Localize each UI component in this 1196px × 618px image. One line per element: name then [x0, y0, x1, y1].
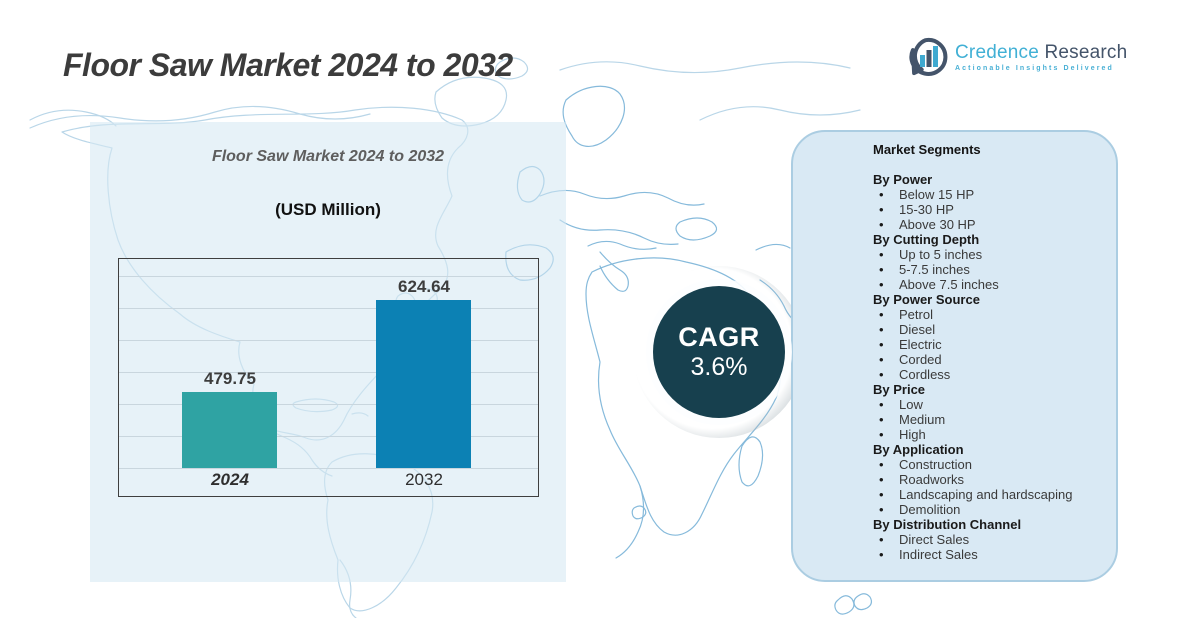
gridline — [119, 436, 538, 437]
market-segments-content: Market Segments By Power • Below 15 HP • 15-… — [873, 142, 1111, 562]
gridline — [119, 468, 538, 469]
bullet-icon: • — [879, 547, 884, 562]
logo-tagline: Actionable Insights Delivered — [955, 65, 1114, 72]
segment-item: • Petrol — [873, 307, 1111, 322]
segment-group-title: By Power — [873, 172, 933, 187]
bullet-icon: • — [879, 337, 884, 352]
logo-name-primary: Credence — [955, 42, 1039, 63]
segment-item: • Above 30 HP — [873, 217, 1111, 232]
segment-item: • Below 15 HP — [873, 187, 1111, 202]
segment-item: • Construction — [873, 457, 1111, 472]
credence-research-logo: Credence Research Actionable Insights De… — [908, 37, 1127, 77]
bullet-icon: • — [879, 277, 884, 292]
bar-2032 — [376, 300, 471, 468]
bullet-icon: • — [879, 187, 884, 202]
bullet-icon: • — [879, 457, 884, 472]
cagr-badge: CAGR 3.6% — [653, 286, 785, 418]
bullet-icon: • — [879, 532, 884, 547]
segment-item: • Direct Sales — [873, 532, 1111, 547]
segment-item-label: Electric — [899, 337, 942, 352]
bullet-icon: • — [879, 487, 884, 502]
segment-item-label: Medium — [899, 412, 946, 427]
segment-item: • Corded — [873, 352, 1111, 367]
cagr-value: 3.6% — [690, 353, 748, 381]
bullet-icon: • — [879, 307, 884, 322]
bullet-icon: • — [879, 427, 884, 442]
segment-item: • High — [873, 427, 1111, 442]
gridline — [119, 372, 538, 373]
segment-item: • Demolition — [873, 502, 1111, 517]
segment-item: • Roadworks — [873, 472, 1111, 487]
bullet-icon: • — [879, 412, 884, 427]
logo-bar-chart-icon — [909, 37, 948, 76]
cagr-label: CAGR — [678, 322, 760, 352]
segment-item: • Above 7.5 inches — [873, 277, 1111, 292]
segment-group-title: By Application — [873, 442, 964, 457]
chart-units-label: (USD Million) — [275, 200, 381, 219]
bullet-icon: • — [879, 352, 884, 367]
segment-group-title: By Price — [873, 382, 926, 397]
chart-panel-background — [90, 122, 566, 582]
segment-item: • Landscaping and hardscaping — [873, 487, 1111, 502]
segment-item-label: High — [899, 427, 926, 442]
segment-item-label: Direct Sales — [899, 532, 970, 547]
segment-item: • Medium — [873, 412, 1111, 427]
bullet-icon: • — [879, 367, 884, 382]
bar-value-2024: 479.75 — [204, 369, 256, 388]
segment-item: • Low — [873, 397, 1111, 412]
segment-item: • Up to 5 inches — [873, 247, 1111, 262]
bullet-icon: • — [879, 397, 884, 412]
segment-group-title: By Power Source — [873, 292, 980, 307]
bullet-icon: • — [879, 217, 884, 232]
segment-item-label: Diesel — [899, 322, 936, 337]
segment-item-label: Above 30 HP — [899, 217, 976, 232]
segment-group-title: By Cutting Depth — [873, 232, 980, 247]
segment-item-label: Demolition — [899, 502, 961, 517]
x-axis-label-2032: 2032 — [405, 470, 443, 489]
segment-item-label: Low — [899, 397, 923, 412]
segment-item-label: Landscaping and hardscaping — [899, 487, 1073, 502]
segment-item-label: Petrol — [899, 307, 933, 322]
segment-item-label: Construction — [899, 457, 972, 472]
segment-item-label: Above 7.5 inches — [899, 277, 999, 292]
segment-item-label: Up to 5 inches — [899, 247, 983, 262]
bar-value-2032: 624.64 — [398, 277, 450, 296]
segment-item-label: Corded — [899, 352, 942, 367]
gridline — [119, 340, 538, 341]
segment-item: • Indirect Sales — [873, 547, 1111, 562]
bullet-icon: • — [879, 247, 884, 262]
x-axis-label-2024: 2024 — [211, 470, 249, 489]
gridline — [119, 308, 538, 309]
logo-name-secondary: Research — [1044, 42, 1128, 63]
segment-item: • Cordless — [873, 367, 1111, 382]
segment-item-label: Below 15 HP — [899, 187, 975, 202]
bullet-icon: • — [879, 502, 884, 517]
segment-item-label: 5-7.5 inches — [899, 262, 970, 277]
bullet-icon: • — [879, 472, 884, 487]
segment-item: • 5-7.5 inches — [873, 262, 1111, 277]
segment-group-title: By Distribution Channel — [873, 517, 1022, 532]
bullet-icon: • — [879, 262, 884, 277]
chart-title: Floor Saw Market 2024 to 2032 — [211, 148, 445, 165]
bar-chart: 479.75 624.64 2024 2032 — [118, 258, 539, 497]
bullet-icon: • — [879, 202, 884, 217]
market-segments-panel: Market Segments By Power • Below 15 HP • 15-… — [791, 130, 1118, 582]
market-segments-title: Market Segments — [873, 142, 981, 157]
segment-item: • Diesel — [873, 322, 1111, 337]
segment-item: • 15-30 HP — [873, 202, 1111, 217]
logo-name: Credence Research — [955, 42, 1127, 63]
gridline — [119, 276, 538, 277]
segment-item-label: Cordless — [899, 367, 951, 382]
segment-item: • Electric — [873, 337, 1111, 352]
gridline — [119, 404, 538, 405]
segment-item-label: Indirect Sales — [899, 547, 978, 562]
segment-item-label: Roadworks — [899, 472, 965, 487]
bullet-icon: • — [879, 322, 884, 337]
bar-2024 — [182, 392, 277, 468]
segment-item-label: 15-30 HP — [899, 202, 954, 217]
page-title: Floor Saw Market 2024 to 2032 — [63, 47, 513, 84]
